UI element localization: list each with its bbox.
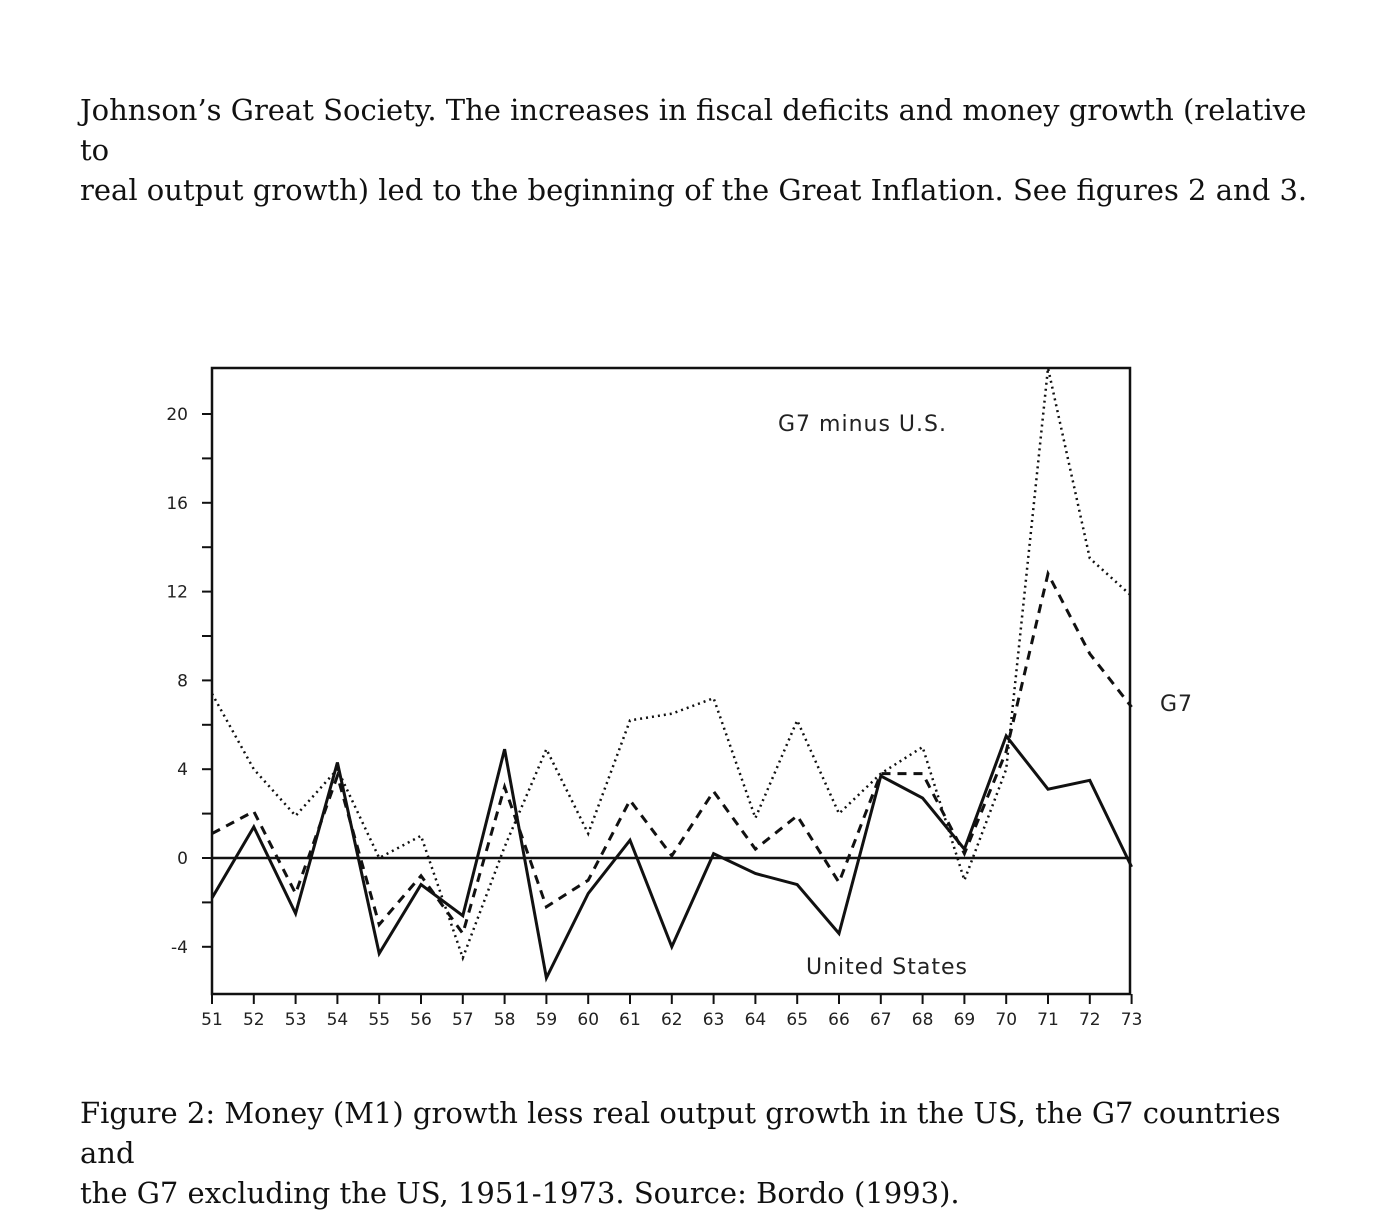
y-tick-label: 4 <box>177 760 188 780</box>
series-label-united-states: United States <box>806 955 968 980</box>
series-line-united-states <box>210 732 1133 983</box>
x-tick-label: 58 <box>494 1010 516 1030</box>
series-label-g7-minus-u-s: G7 minus U.S. <box>778 412 947 437</box>
caption-line-2: the G7 excluding the US, 1951-1973. Sour… <box>80 1176 960 1210</box>
plot-frame <box>210 366 1132 996</box>
y-tick-label: 12 <box>166 583 188 603</box>
x-tick-label: 63 <box>703 1010 725 1030</box>
y-tick-label: 8 <box>177 671 188 691</box>
x-tick-label: 68 <box>912 1010 934 1030</box>
paragraph-line-2: real output growth) led to the beginning… <box>80 173 1308 207</box>
x-tick-label: 64 <box>745 1010 767 1030</box>
x-tick-label: 73 <box>1121 1010 1143 1030</box>
figure-caption: Figure 2: Money (M1) growth less real ou… <box>80 1093 1340 1213</box>
x-tick-label: 61 <box>619 1010 641 1030</box>
x-tick-label: 72 <box>1079 1010 1101 1030</box>
x-tick-label: 54 <box>327 1010 349 1030</box>
x-tick-label: 57 <box>452 1010 474 1030</box>
y-tick-label: 20 <box>166 405 188 425</box>
series-line-g7 <box>211 569 1133 937</box>
x-tick-label: 51 <box>201 1010 223 1030</box>
x-tick-label: 59 <box>536 1010 558 1030</box>
x-tick-label: 62 <box>661 1010 683 1030</box>
x-tick-label: 70 <box>995 1010 1017 1030</box>
caption-line-1: Figure 2: Money (M1) growth less real ou… <box>80 1096 1281 1170</box>
x-tick-label: 71 <box>1037 1010 1059 1030</box>
series-line-g7-minus-u-s <box>210 367 1133 962</box>
x-tick-label: 52 <box>243 1010 265 1030</box>
x-tick-label: 66 <box>828 1010 850 1030</box>
x-tick-label: 65 <box>786 1010 808 1030</box>
y-tick-label: 0 <box>177 849 188 869</box>
series-label-g7: G7 <box>1160 692 1193 717</box>
money-growth-chart: 20 16 12 8 4 0 -4 51 52 53 54 55 56 57 58 59 60 61 62 63 64 6… <box>166 366 1193 1030</box>
x-tick-label: 53 <box>285 1010 307 1030</box>
y-tick-label: 16 <box>166 494 188 514</box>
y-tick-label: -4 <box>171 938 188 958</box>
x-tick-label: 56 <box>410 1010 432 1030</box>
paragraph-line-1: Johnson’s Great Society. The increases i… <box>80 93 1307 167</box>
x-tick-label: 69 <box>954 1010 976 1030</box>
x-tick-label: 55 <box>368 1010 390 1030</box>
x-tick-label: 60 <box>577 1010 599 1030</box>
x-tick-label: 67 <box>870 1010 892 1030</box>
